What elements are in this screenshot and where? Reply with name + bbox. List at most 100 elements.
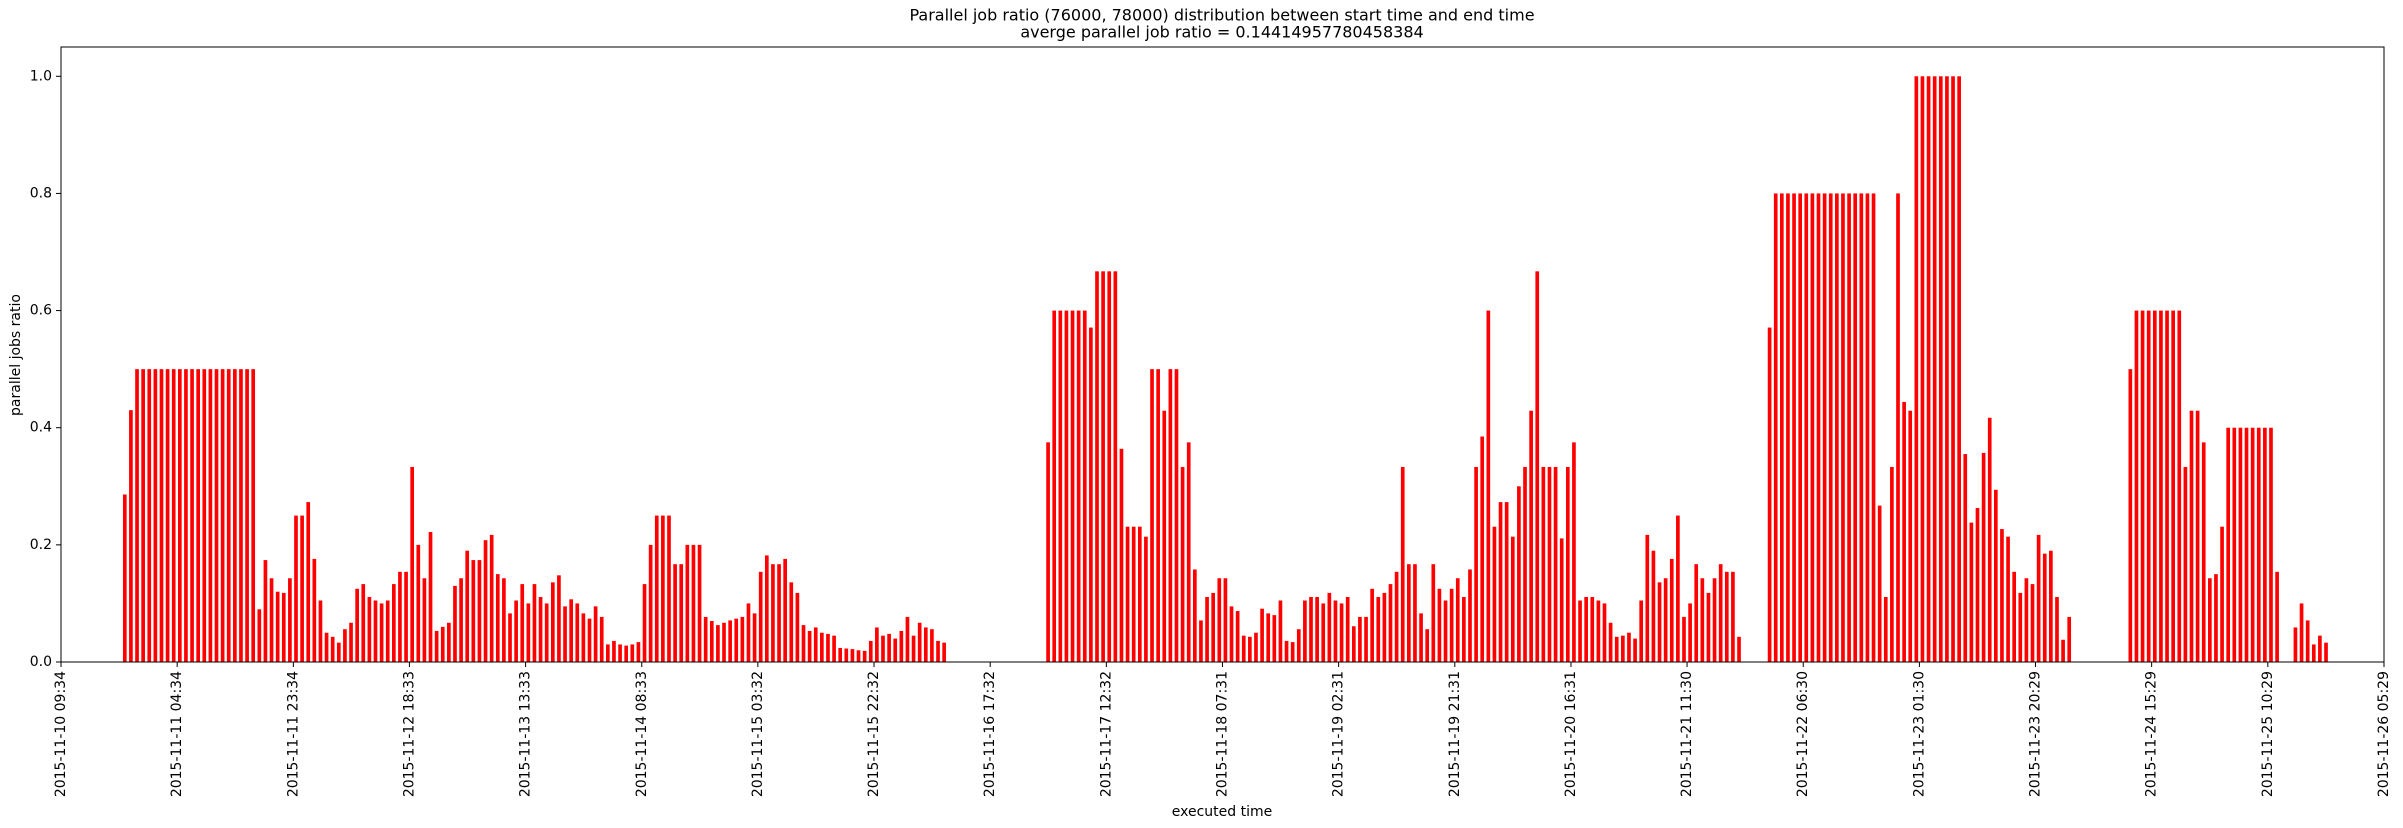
x-tick-label: 2015-11-21 11:30: [1679, 671, 1695, 797]
bar: [703, 616, 708, 662]
bar: [1504, 502, 1509, 662]
bar: [1462, 596, 1466, 662]
bar: [1278, 600, 1283, 662]
bar: [1914, 76, 1919, 663]
bar: [1547, 466, 1552, 662]
bar: [1241, 635, 1246, 662]
bar: [820, 632, 824, 662]
bar: [1706, 592, 1711, 662]
bar: [502, 578, 506, 662]
bar: [1229, 606, 1234, 662]
bar: [1137, 526, 1142, 662]
bar: [1052, 310, 1057, 662]
bar: [2256, 427, 2261, 662]
bar: [294, 515, 298, 662]
bar: [2269, 427, 2273, 662]
bar: [905, 616, 910, 662]
bar: [2201, 442, 2206, 662]
bar: [795, 592, 800, 662]
bar: [881, 635, 885, 662]
bar: [2024, 578, 2029, 662]
bar: [1131, 526, 1136, 662]
bar: [917, 622, 922, 662]
bar: [1902, 401, 1906, 662]
bar: [624, 645, 629, 662]
x-axis-label: executed time: [1172, 804, 1272, 820]
bar: [263, 560, 268, 662]
x-tick-label: 2015-11-16 17:32: [982, 671, 998, 797]
bar: [728, 620, 732, 662]
bar: [1865, 193, 1870, 662]
bar: [1896, 193, 1900, 662]
bar: [771, 564, 775, 662]
bar: [1089, 327, 1093, 662]
bar: [612, 640, 616, 662]
bar: [1828, 193, 1833, 662]
bar: [685, 544, 690, 662]
bar: [1816, 193, 1821, 662]
y-axis-label: parallel jobs ratio: [8, 294, 24, 416]
bar: [2000, 529, 2004, 662]
bar: [1853, 193, 1858, 662]
bar: [875, 627, 879, 662]
bar: [1688, 603, 1692, 662]
bar: [1468, 569, 1472, 662]
bar: [1767, 327, 1772, 662]
bar: [233, 369, 237, 662]
bar: [1437, 588, 1442, 662]
bar: [440, 626, 445, 662]
bar: [2311, 644, 2316, 662]
y-tick-label: 0.2: [30, 537, 52, 553]
bar: [1938, 76, 1943, 663]
bar: [281, 592, 286, 662]
bar: [483, 540, 488, 662]
bar: [740, 616, 745, 662]
bar: [1639, 600, 1644, 662]
bar: [691, 544, 696, 662]
bar: [1510, 536, 1515, 662]
x-tick-label: 2015-11-11 23:34: [285, 671, 301, 797]
bar: [1859, 193, 1864, 662]
bar: [1364, 616, 1368, 662]
bar: [1321, 603, 1326, 662]
bar: [239, 369, 243, 662]
bar: [122, 494, 127, 662]
bar: [1657, 582, 1662, 662]
y-tick-label: 0.4: [30, 420, 52, 436]
bar: [1315, 596, 1319, 662]
bar: [275, 591, 280, 662]
bar: [245, 369, 249, 662]
bar: [1676, 515, 1680, 662]
bar: [1773, 193, 1778, 662]
bar: [1694, 564, 1699, 662]
bar: [1217, 578, 1222, 662]
bar: [1125, 526, 1130, 662]
x-tick-label: 2015-11-15 22:32: [866, 671, 882, 797]
bar: [526, 603, 531, 662]
bar: [2177, 310, 2182, 662]
bar: [1945, 76, 1949, 663]
bar: [343, 629, 347, 662]
bar: [2165, 310, 2169, 662]
bar: [2275, 571, 2279, 662]
bar: [410, 466, 415, 662]
bar: [1070, 310, 1075, 662]
bar: [1107, 271, 1112, 662]
bar: [1786, 193, 1790, 662]
y-tick-label: 0.0: [30, 654, 52, 670]
bar: [202, 369, 207, 662]
bar: [1150, 369, 1154, 662]
bar: [1559, 538, 1564, 662]
bar: [801, 625, 806, 662]
bar: [813, 627, 818, 662]
x-tick-label: 2015-11-20 16:31: [1563, 671, 1579, 797]
bar: [936, 640, 940, 662]
chart-title: Parallel job ratio (76000, 78000) distri…: [909, 6, 1534, 25]
bar: [538, 596, 543, 662]
bar: [1235, 611, 1240, 662]
bar: [581, 613, 586, 662]
bar: [1260, 608, 1264, 662]
bar: [1144, 536, 1148, 662]
bar: [184, 369, 188, 662]
bar: [1113, 271, 1118, 662]
